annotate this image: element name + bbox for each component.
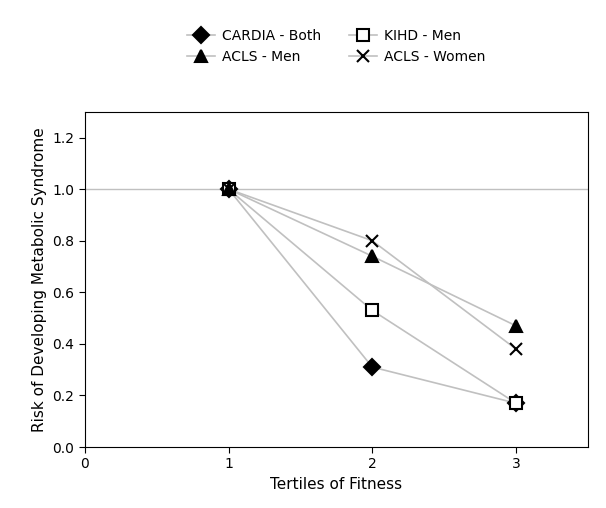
X-axis label: Tertiles of Fitness: Tertiles of Fitness (270, 477, 402, 492)
Y-axis label: Risk of Developing Metabolic Syndrome: Risk of Developing Metabolic Syndrome (32, 127, 47, 432)
Legend: CARDIA - Both, ACLS - Men, KIHD - Men, ACLS - Women: CARDIA - Both, ACLS - Men, KIHD - Men, A… (183, 25, 490, 68)
